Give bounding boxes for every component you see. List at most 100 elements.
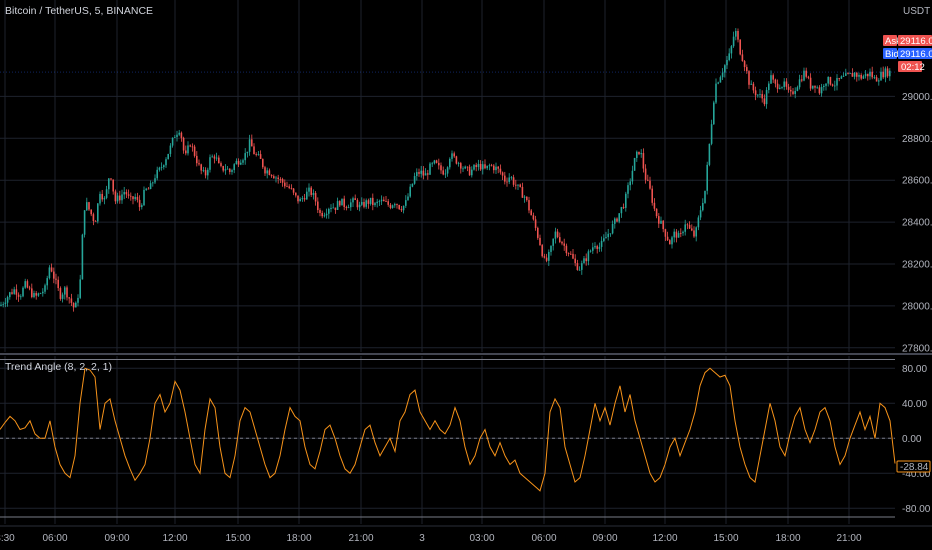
candle-body xyxy=(721,72,724,78)
candle-body xyxy=(739,39,741,55)
indicator-tick-label: 80.00 xyxy=(902,364,927,375)
candle-body xyxy=(543,256,546,258)
candle-body xyxy=(101,193,103,200)
candle-body xyxy=(589,250,592,252)
candle-body xyxy=(103,197,106,200)
candle-body xyxy=(110,178,112,180)
candle-body xyxy=(57,279,59,289)
candle-body xyxy=(671,237,673,245)
candle-body xyxy=(295,192,297,196)
candle-body xyxy=(616,218,618,222)
candle-body xyxy=(446,167,449,174)
candle-body xyxy=(152,182,154,184)
candle-body xyxy=(114,191,117,202)
bid-label: Bid xyxy=(885,49,899,60)
candle-body xyxy=(189,145,191,147)
candle-body xyxy=(61,294,64,299)
candle-body xyxy=(748,71,750,85)
candle-body xyxy=(884,68,887,78)
candle-body xyxy=(521,186,524,198)
candle-body xyxy=(211,156,213,158)
candle-body xyxy=(449,158,451,168)
candle-body xyxy=(642,153,645,169)
candle-body xyxy=(539,237,541,246)
candle-body xyxy=(235,160,238,165)
candle-body xyxy=(746,67,748,72)
candle-body xyxy=(163,165,165,168)
candle-body xyxy=(561,241,563,244)
candle-body xyxy=(105,189,108,198)
candle-body xyxy=(325,213,328,216)
candle-body xyxy=(81,234,84,280)
candle-body xyxy=(77,297,79,303)
candle-body xyxy=(37,293,40,296)
candle-body xyxy=(15,289,18,295)
candle-body xyxy=(0,304,2,306)
candle-body xyxy=(629,181,631,186)
time-tick-label: 15:00 xyxy=(225,533,250,544)
candle-body xyxy=(831,84,834,86)
candle-body xyxy=(396,204,398,205)
candle-body xyxy=(145,188,147,190)
candle-body xyxy=(710,124,713,144)
candle-body xyxy=(207,169,209,176)
time-tick-label: 12:00 xyxy=(652,533,677,544)
candle-body xyxy=(209,157,211,170)
candle-body xyxy=(180,132,183,138)
candle-body xyxy=(838,78,840,79)
candle-body xyxy=(174,137,176,138)
candle-body xyxy=(776,83,779,89)
candle-body xyxy=(862,76,865,79)
candle-body xyxy=(165,159,167,166)
candle-body xyxy=(651,188,653,203)
candle-body xyxy=(528,200,530,211)
candle-body xyxy=(394,204,396,206)
candle-body xyxy=(334,207,337,210)
candle-body xyxy=(336,201,339,210)
candle-body xyxy=(737,31,739,40)
candle-body xyxy=(783,81,785,87)
time-tick-label: 15:00 xyxy=(713,533,738,544)
candle-body xyxy=(226,168,229,170)
candle-body xyxy=(805,70,807,77)
candle-body xyxy=(715,83,717,103)
candle-body xyxy=(156,169,158,179)
candle-body xyxy=(827,77,829,84)
candle-body xyxy=(603,238,605,241)
candle-body xyxy=(409,186,411,197)
candle-body xyxy=(803,70,805,81)
candle-body xyxy=(880,71,882,81)
candle-body xyxy=(618,213,620,222)
candle-body xyxy=(345,206,348,208)
candle-body xyxy=(534,219,537,228)
candle-body xyxy=(867,73,869,77)
candle-body xyxy=(869,71,871,77)
candle-body xyxy=(204,170,207,176)
candle-body xyxy=(198,163,200,165)
candle-body xyxy=(735,31,737,37)
candle-body xyxy=(242,160,244,163)
candle-body xyxy=(468,166,471,176)
candle-body xyxy=(112,179,114,192)
indicator-tick-label: 40.00 xyxy=(902,399,927,410)
price-axis-unit: USDT xyxy=(903,6,930,17)
candle-body xyxy=(169,145,172,154)
candle-body xyxy=(750,83,752,85)
candle-body xyxy=(636,151,638,158)
candle-body xyxy=(380,199,383,202)
candle-body xyxy=(631,170,634,182)
candle-body xyxy=(35,293,37,296)
candle-body xyxy=(801,79,803,81)
bid-badge: Bid 29116.08 xyxy=(883,48,932,60)
candle-body xyxy=(864,73,867,77)
candle-body xyxy=(662,220,664,230)
candle-body xyxy=(572,253,574,259)
candle-body xyxy=(695,227,697,237)
candle-body xyxy=(706,164,708,191)
candle-body xyxy=(785,81,788,87)
candle-body xyxy=(352,198,354,203)
candle-body xyxy=(251,139,253,147)
candle-body xyxy=(816,87,818,89)
candle-body xyxy=(435,160,438,163)
